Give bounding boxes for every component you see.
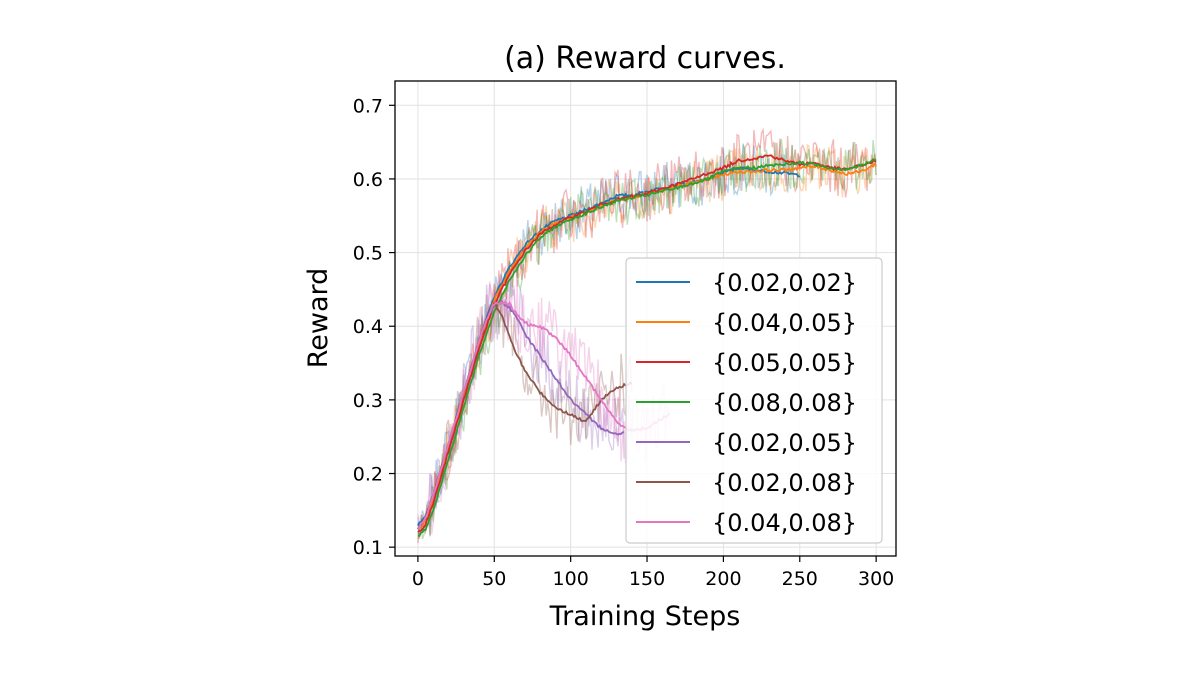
legend-label: {0.02,0.08}	[712, 469, 857, 497]
x-tick-label: 250	[782, 568, 818, 590]
x-tick-label: 0	[412, 568, 424, 590]
x-tick-label: 200	[705, 568, 741, 590]
y-tick-label: 0.2	[353, 464, 383, 486]
legend-label: {0.02,0.02}	[712, 269, 857, 297]
x-tick-label: 300	[858, 568, 894, 590]
y-tick-label: 0.1	[353, 537, 383, 559]
legend-label: {0.04,0.08}	[712, 509, 857, 537]
y-tick-label: 0.7	[353, 95, 383, 117]
axis-ticks: 0 50 100 150 200 250 300 0.1 0.2 0.3 0.4 0.5 0.6 0.7	[353, 95, 894, 590]
legend-box	[625, 257, 883, 544]
raw-series-line	[417, 127, 877, 544]
series-line	[417, 158, 877, 537]
x-tick-label: 100	[553, 568, 589, 590]
legend-label: {0.04,0.05}	[712, 309, 857, 337]
raw-series-line	[417, 276, 625, 538]
y-tick-label: 0.5	[353, 243, 383, 265]
legend: {0.02,0.02} {0.04,0.05} {0.05,0.05} {0.08,0…	[625, 257, 883, 544]
legend-label: {0.08,0.08}	[712, 389, 857, 417]
legend-label: {0.02,0.05}	[712, 429, 857, 457]
chart-title: (a) Reward curves.	[504, 41, 786, 76]
y-tick-label: 0.4	[353, 316, 383, 338]
x-tick-label: 150	[629, 568, 665, 590]
y-tick-label: 0.3	[353, 390, 383, 412]
y-tick-label: 0.6	[353, 169, 383, 191]
x-tick-label: 50	[482, 568, 506, 590]
x-axis-label: Training Steps	[549, 601, 741, 632]
legend-label: {0.05,0.05}	[712, 349, 857, 377]
y-axis-label: Reward	[303, 268, 334, 369]
smoothed-lines	[417, 154, 877, 537]
plot-frame	[394, 80, 897, 557]
raw-series-line	[417, 143, 801, 531]
